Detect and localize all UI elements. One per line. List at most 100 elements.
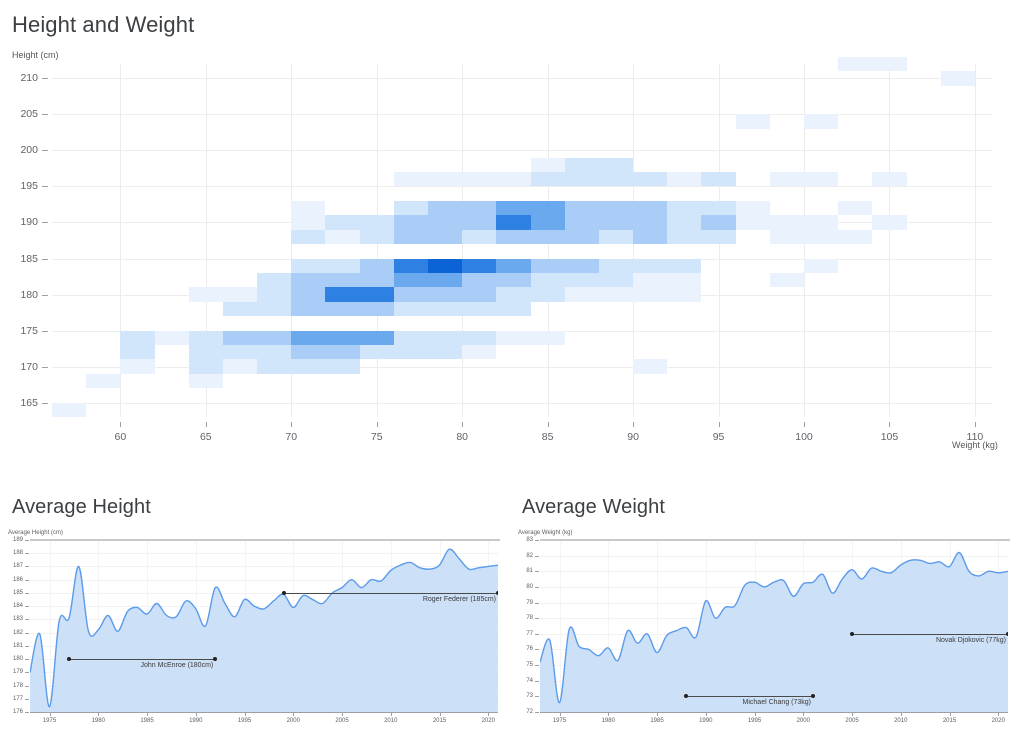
heatmap-cell[interactable] <box>735 200 770 216</box>
heatmap-cell[interactable] <box>872 172 907 187</box>
heatmap-cell[interactable] <box>428 215 463 230</box>
heatmap-cell[interactable] <box>428 172 463 187</box>
heatmap-cell[interactable] <box>291 258 326 273</box>
heatmap-cell[interactable] <box>633 287 668 302</box>
heatmap-cell[interactable] <box>633 200 668 216</box>
heatmap-cell[interactable] <box>769 215 804 230</box>
heatmap-cell[interactable] <box>325 344 360 360</box>
heatmap-cell[interactable] <box>393 215 428 230</box>
heatmap-cell[interactable] <box>667 287 702 302</box>
heatmap-cell[interactable] <box>359 330 394 345</box>
heatmap-cell[interactable] <box>428 200 463 216</box>
heatmap-cell[interactable] <box>462 344 497 360</box>
heatmap-cell[interactable] <box>393 287 428 302</box>
heatmap-plot-area[interactable] <box>52 56 992 417</box>
heatmap-cell[interactable] <box>496 229 531 245</box>
heatmap-cell[interactable] <box>598 272 634 288</box>
heatmap-cell[interactable] <box>291 229 326 245</box>
heatmap-cell[interactable] <box>359 287 394 302</box>
heatmap-cell[interactable] <box>530 200 565 216</box>
heatmap-cell[interactable] <box>222 330 258 345</box>
heatmap-cell[interactable] <box>462 287 497 302</box>
heatmap-cell[interactable] <box>838 56 873 72</box>
heatmap-cell[interactable] <box>428 272 463 288</box>
heatmap-cell[interactable] <box>735 215 770 230</box>
heatmap-cell[interactable] <box>222 301 258 317</box>
heatmap-cell[interactable] <box>530 258 565 273</box>
heatmap-cell[interactable] <box>633 272 668 288</box>
heatmap-cell[interactable] <box>291 359 326 374</box>
heatmap-cell[interactable] <box>291 344 326 360</box>
heatmap-cell[interactable] <box>428 301 463 317</box>
heatmap-cell[interactable] <box>393 258 428 273</box>
heatmap-cell[interactable] <box>598 229 634 245</box>
heatmap-cell[interactable] <box>633 258 668 273</box>
heatmap-cell[interactable] <box>804 258 839 273</box>
heatmap-cell[interactable] <box>872 215 907 230</box>
heatmap-cell[interactable] <box>462 258 497 273</box>
heatmap-cell[interactable] <box>291 215 326 230</box>
heatmap-cell[interactable] <box>564 172 599 187</box>
heatmap-cell[interactable] <box>530 229 565 245</box>
heatmap-cell[interactable] <box>496 215 531 230</box>
heatmap-cell[interactable] <box>120 359 155 374</box>
heatmap-cell[interactable] <box>393 301 428 317</box>
heatmap-cell[interactable] <box>325 215 360 230</box>
heatmap-cell[interactable] <box>359 272 394 288</box>
heatmap-cell[interactable] <box>86 373 121 389</box>
heatmap-cell[interactable] <box>462 330 497 345</box>
heatmap-cell[interactable] <box>291 330 326 345</box>
heatmap-cell[interactable] <box>257 287 292 302</box>
heatmap-cell[interactable] <box>598 287 634 302</box>
heatmap-cell[interactable] <box>564 157 599 173</box>
heatmap-cell[interactable] <box>530 157 565 173</box>
average-height-plot-area[interactable]: John McEnroe (180cm) Roger Federer (185cm… <box>30 540 498 712</box>
heatmap-cell[interactable] <box>359 215 394 230</box>
heatmap-cell[interactable] <box>564 258 599 273</box>
heatmap-cell[interactable] <box>598 172 634 187</box>
heatmap-cell[interactable] <box>496 200 531 216</box>
heatmap-cell[interactable] <box>462 172 497 187</box>
heatmap-cell[interactable] <box>359 344 394 360</box>
heatmap-cell[interactable] <box>701 229 736 245</box>
heatmap-cell[interactable] <box>667 172 702 187</box>
heatmap-cell[interactable] <box>291 301 326 317</box>
heatmap-cell[interactable] <box>393 200 428 216</box>
heatmap-cell[interactable] <box>667 215 702 230</box>
heatmap-cell[interactable] <box>359 229 394 245</box>
heatmap-cell[interactable] <box>428 287 463 302</box>
heatmap-cell[interactable] <box>496 272 531 288</box>
heatmap-cell[interactable] <box>188 359 223 374</box>
heatmap-cell[interactable] <box>804 215 839 230</box>
heatmap-cell[interactable] <box>291 287 326 302</box>
heatmap-cell[interactable] <box>530 215 565 230</box>
heatmap-cell[interactable] <box>564 215 599 230</box>
heatmap-cell[interactable] <box>667 272 702 288</box>
heatmap-cell[interactable] <box>496 287 531 302</box>
heatmap-cell[interactable] <box>598 200 634 216</box>
heatmap-cell[interactable] <box>257 301 292 317</box>
heatmap-cell[interactable] <box>701 215 736 230</box>
heatmap-cell[interactable] <box>393 272 428 288</box>
heatmap-cell[interactable] <box>804 172 839 187</box>
heatmap-cell[interactable] <box>325 330 360 345</box>
heatmap-cell[interactable] <box>838 200 873 216</box>
heatmap-cell[interactable] <box>462 301 497 317</box>
heatmap-cell[interactable] <box>393 330 428 345</box>
heatmap-cell[interactable] <box>291 200 326 216</box>
heatmap-cell[interactable] <box>120 344 155 360</box>
heatmap-cell[interactable] <box>325 272 360 288</box>
heatmap-cell[interactable] <box>257 359 292 374</box>
heatmap-cell[interactable] <box>120 330 155 345</box>
heatmap-cell[interactable] <box>701 172 736 187</box>
heatmap-cell[interactable] <box>735 114 770 129</box>
heatmap-cell[interactable] <box>359 301 394 317</box>
heatmap-cell[interactable] <box>188 344 223 360</box>
heatmap-cell[interactable] <box>667 200 702 216</box>
heatmap-cell[interactable] <box>667 258 702 273</box>
heatmap-cell[interactable] <box>188 330 223 345</box>
heatmap-cell[interactable] <box>769 272 804 288</box>
heatmap-cell[interactable] <box>633 229 668 245</box>
heatmap-cell[interactable] <box>530 287 565 302</box>
heatmap-cell[interactable] <box>633 172 668 187</box>
